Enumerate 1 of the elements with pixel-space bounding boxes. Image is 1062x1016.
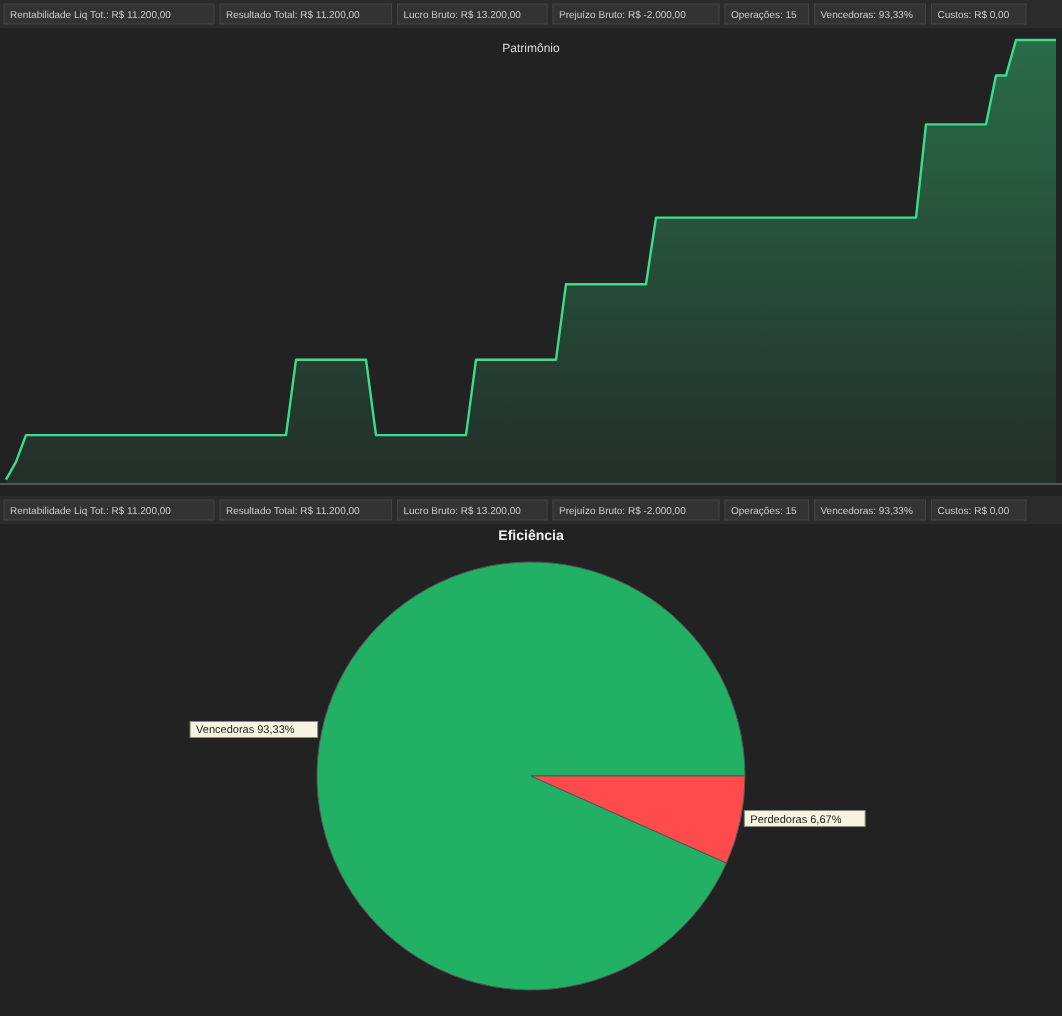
pie-slice	[316, 561, 746, 991]
